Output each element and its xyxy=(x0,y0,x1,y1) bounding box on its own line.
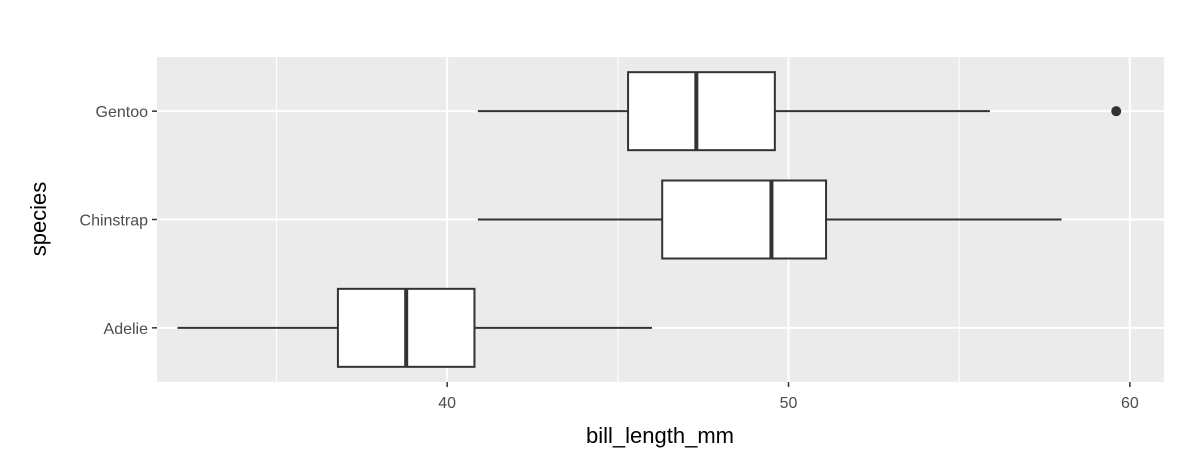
boxes xyxy=(177,71,1122,368)
y-tick-label: Adelie xyxy=(104,321,149,338)
y-tick-label: Gentoo xyxy=(96,104,149,121)
y-tick-label: Chinstrap xyxy=(80,213,149,230)
box-adelie xyxy=(177,287,652,368)
x-tick-label: 60 xyxy=(1121,395,1139,412)
box-chinstrap xyxy=(477,179,1062,260)
x-tick-label: 40 xyxy=(438,395,456,412)
box-gentoo xyxy=(477,71,1122,152)
iqr-box xyxy=(627,71,776,152)
x-axis: 40 50 60 xyxy=(438,382,1139,412)
outlier-point xyxy=(1111,106,1122,117)
iqr-box xyxy=(661,179,828,260)
x-axis-title: bill_length_mm xyxy=(586,423,734,448)
x-tick-label: 50 xyxy=(780,395,798,412)
y-axis: Adelie Chinstrap Gentoo xyxy=(80,104,157,338)
y-axis-title: species xyxy=(26,182,51,257)
